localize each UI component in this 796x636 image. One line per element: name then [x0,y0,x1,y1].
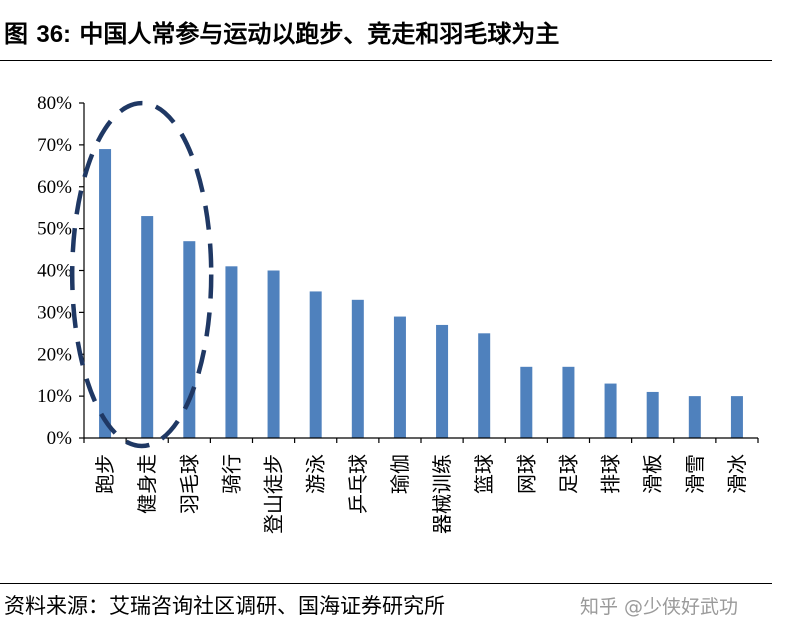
figure-label: 图 [4,20,37,48]
y-tick-label: 70% [37,135,72,156]
watermark-text: 知乎 @少侠好武功 [580,596,739,618]
bar [309,291,322,438]
y-tick-label: 20% [37,344,72,365]
x-tick-label: 滑板 [641,454,665,494]
bar [225,266,238,438]
bar [436,324,449,438]
highlight-group [69,100,214,449]
bar [520,366,533,438]
top-rule [0,60,772,61]
y-tick-label: 80% [37,93,72,114]
x-tick-label: 足球 [556,454,580,494]
bar [646,391,659,438]
bar [141,216,154,438]
bar [688,396,701,438]
y-tick-label: 50% [37,219,72,240]
bar [267,270,280,438]
x-tick-labels: 跑步 健身走 羽毛球 骑行 登山徒步 游泳 乒乓球 瑜伽 器械训练 篮球 网球 足球 排球 滑板 滑雪 滑冰 [93,454,749,534]
x-tick-label: 跑步 [93,454,117,494]
x-tick-label: 排球 [599,454,623,494]
x-tick-label: 游泳 [304,454,328,494]
bar [604,383,617,438]
x-tick-label: 滑雪 [683,454,707,494]
figure-number: 36: [36,21,72,48]
bottom-rule [0,583,772,584]
x-tick-label: 羽毛球 [177,454,201,514]
figure-title: 中国人常参与运动以跑步、竞走和羽毛球为主 [71,20,560,48]
y-tick-label: 60% [37,177,72,198]
x-axis [83,437,759,443]
bar-series [99,149,743,438]
y-tick-label: 40% [37,261,72,282]
chart-title: 图 36: 中国人常参与运动以跑步、竞走和羽毛球为主 [4,14,792,49]
y-tick-label: 0% [47,428,73,449]
y-axis: 0% 10% 20% 30% 40% 50% 60% 70% 80% [37,93,85,449]
bar [562,366,575,438]
x-tick-label: 健身走 [135,454,159,514]
bar [393,316,406,438]
x-tick-label: 篮球 [472,454,496,494]
x-tick-label: 滑冰 [725,454,749,494]
x-tick-label: 骑行 [219,454,243,494]
x-tick-label: 登山徒步 [262,454,286,534]
y-tick-label: 30% [37,302,72,323]
x-tick-label: 瑜伽 [388,454,412,494]
y-tick-label: 10% [37,386,72,407]
source-note: 资料来源：艾瑞咨询社区调研、国海证券研究所 [4,594,445,618]
bar-chart: 0% 10% 20% 30% 40% 50% 60% 70% 80% 跑步 健身走 羽毛球 骑行 登山徒… [37,93,759,534]
x-tick-label: 网球 [514,454,538,494]
bar [730,396,743,438]
highlight-ellipse [69,100,214,449]
bar [99,149,112,438]
x-tick-label: 器械训练 [430,454,454,534]
x-tick-label: 乒乓球 [346,454,370,514]
bar [478,333,491,438]
bar [351,299,364,438]
